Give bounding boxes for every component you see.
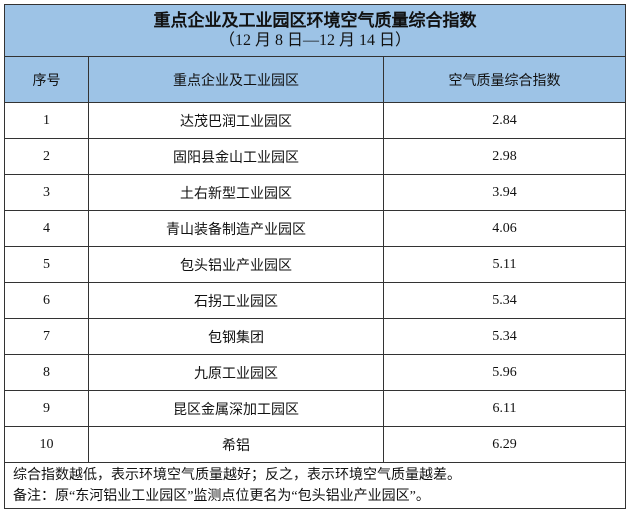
cell-name: 昆区金属深加工园区 xyxy=(89,391,384,426)
subtitle-text: （12 月 8 日—12 月 14 日） xyxy=(218,32,411,49)
title-text: 重点企业及工业园区环境空气质量综合指数 xyxy=(153,11,477,30)
cell-name: 土右新型工业园区 xyxy=(89,175,384,210)
cell-name: 固阳县金山工业园区 xyxy=(89,139,384,174)
cell-name: 希铝 xyxy=(89,427,384,462)
table-row: 10 希铝 6.29 xyxy=(5,427,625,463)
column-header-no: 序号 xyxy=(5,57,89,102)
table-row: 5 包头铝业产业园区 5.11 xyxy=(5,247,625,283)
cell-index: 5.34 xyxy=(492,328,517,344)
cell-index: 5.96 xyxy=(492,364,517,380)
table-notes: 综合指数越低，表示环境空气质量越好；反之，表示环境空气质量越差。 备注：原“东河… xyxy=(5,463,625,508)
cell-name: 九原工业园区 xyxy=(89,355,384,390)
table-row: 1 达茂巴润工业园区 2.84 xyxy=(5,103,625,139)
cell-name: 包钢集团 xyxy=(89,319,384,354)
cell-index: 4.06 xyxy=(492,220,517,236)
cell-no: 4 xyxy=(5,211,89,246)
cell-no: 9 xyxy=(5,391,89,426)
cell-name: 达茂巴润工业园区 xyxy=(89,103,384,138)
cell-index: 2.84 xyxy=(492,112,517,128)
air-quality-table: 重点企业及工业园区环境空气质量综合指数 （12 月 8 日—12 月 14 日）… xyxy=(4,4,626,509)
table-row: 6 石拐工业园区 5.34 xyxy=(5,283,625,319)
cell-index: 5.11 xyxy=(492,256,517,272)
cell-index: 3.94 xyxy=(492,184,517,200)
cell-no: 8 xyxy=(5,355,89,390)
cell-no: 2 xyxy=(5,139,89,174)
column-header-index: 空气质量综合指数 xyxy=(448,73,561,89)
cell-index: 6.29 xyxy=(492,436,517,452)
table-row: 9 昆区金属深加工园区 6.11 xyxy=(5,391,625,427)
cell-name: 石拐工业园区 xyxy=(89,283,384,318)
cell-no: 3 xyxy=(5,175,89,210)
cell-index: 2.98 xyxy=(492,148,517,164)
column-header-name: 重点企业及工业园区 xyxy=(89,57,384,102)
table-row: 7 包钢集团 5.34 xyxy=(5,319,625,355)
header-row: 序号 重点企业及工业园区 空气质量综合指数 xyxy=(5,57,625,103)
table-row: 4 青山装备制造产业园区 4.06 xyxy=(5,211,625,247)
cell-no: 6 xyxy=(5,283,89,318)
cell-index: 6.11 xyxy=(492,400,517,416)
table-row: 3 土右新型工业园区 3.94 xyxy=(5,175,625,211)
cell-no: 1 xyxy=(5,103,89,138)
table-row: 2 固阳县金山工业园区 2.98 xyxy=(5,139,625,175)
cell-no: 7 xyxy=(5,319,89,354)
cell-no: 5 xyxy=(5,247,89,282)
cell-name: 包头铝业产业园区 xyxy=(89,247,384,282)
cell-no: 10 xyxy=(5,427,89,462)
cell-index: 5.34 xyxy=(492,292,517,308)
cell-name: 青山装备制造产业园区 xyxy=(89,211,384,246)
note-remark: 备注：原“东河铝业工业园区”监测点位更名为“包头铝业产业园区”。 xyxy=(13,489,430,504)
table-title: 重点企业及工业园区环境空气质量综合指数 （12 月 8 日—12 月 14 日） xyxy=(5,5,625,57)
table-row: 8 九原工业园区 5.96 xyxy=(5,355,625,391)
note-explanation: 综合指数越低，表示环境空气质量越好；反之，表示环境空气质量越差。 xyxy=(13,468,461,483)
